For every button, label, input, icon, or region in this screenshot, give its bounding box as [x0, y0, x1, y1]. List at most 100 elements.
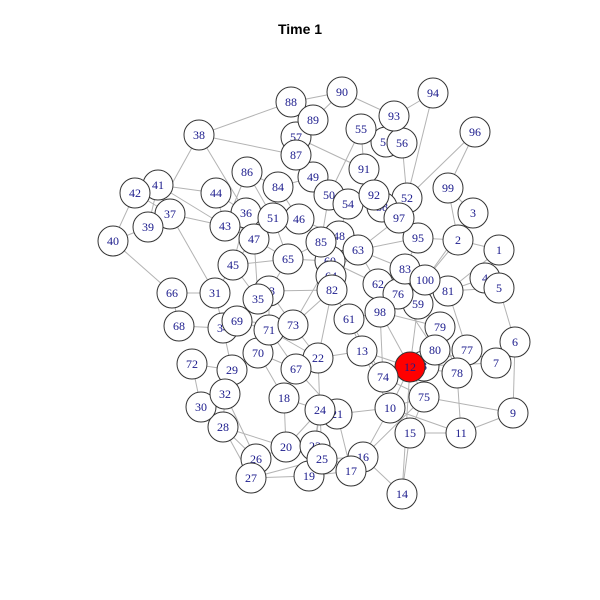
node-label: 11	[455, 426, 467, 440]
node-circle	[364, 296, 396, 328]
node-circle	[432, 172, 464, 204]
node-94: 94	[417, 77, 449, 109]
node-74: 74	[367, 361, 399, 393]
node-circle	[238, 223, 270, 255]
node-label: 78	[451, 366, 463, 380]
node-14: 14	[386, 478, 418, 510]
node-label: 100	[416, 273, 434, 287]
node-41: 41	[142, 169, 174, 201]
node-label: 17	[345, 464, 357, 478]
node-circle	[342, 234, 374, 266]
node-label: 76	[392, 287, 404, 301]
node-circle	[176, 348, 208, 380]
node-81: 81	[432, 275, 464, 307]
node-circle	[441, 357, 473, 389]
node-circle	[345, 113, 377, 145]
node-label: 35	[252, 292, 264, 306]
node-67: 67	[280, 353, 312, 385]
node-circle	[221, 305, 253, 337]
node-label: 3	[470, 206, 476, 220]
node-label: 80	[429, 343, 441, 357]
node-layer: 1234567891011121314151617181920212223242…	[97, 76, 531, 510]
node-circle	[242, 283, 274, 315]
node-label: 75	[418, 390, 430, 404]
edge-96-52	[406, 131, 476, 199]
node-label: 5	[496, 281, 502, 295]
node-circle	[358, 179, 390, 211]
node-label: 36	[240, 206, 252, 220]
node-label: 40	[107, 234, 119, 248]
node-label: 27	[245, 471, 257, 485]
node-85: 85	[305, 226, 337, 258]
node-10: 10	[374, 392, 406, 424]
node-99: 99	[432, 172, 464, 204]
node-label: 82	[326, 283, 338, 297]
node-label: 59	[412, 297, 424, 311]
node-circle	[209, 210, 241, 242]
node-circle	[280, 353, 312, 385]
node-label: 91	[358, 162, 370, 176]
node-label: 44	[210, 186, 222, 200]
node-12: 12	[394, 351, 426, 383]
node-label: 71	[263, 323, 275, 337]
node-80: 80	[419, 334, 451, 366]
node-circle	[163, 310, 195, 342]
node-label: 45	[227, 258, 239, 272]
node-96: 96	[459, 116, 491, 148]
node-11: 11	[445, 417, 477, 449]
node-circle	[304, 394, 336, 426]
node-91: 91	[348, 153, 380, 185]
node-label: 43	[219, 219, 231, 233]
node-label: 88	[285, 95, 297, 109]
node-circle	[419, 334, 451, 366]
node-circle	[297, 104, 329, 136]
node-label: 28	[217, 420, 229, 434]
node-1: 1	[483, 234, 515, 266]
node-circle	[459, 116, 491, 148]
node-label: 74	[377, 370, 389, 384]
node-82: 82	[316, 274, 348, 306]
node-93: 93	[378, 100, 410, 132]
node-circle	[305, 226, 337, 258]
node-84: 84	[262, 171, 294, 203]
node-circle	[335, 455, 367, 487]
node-label: 19	[303, 469, 315, 483]
node-circle	[209, 378, 241, 410]
node-25: 25	[306, 443, 338, 475]
node-92: 92	[358, 179, 390, 211]
node-18: 18	[268, 382, 300, 414]
node-circle	[119, 177, 151, 209]
node-circle	[156, 277, 188, 309]
node-98: 98	[364, 296, 396, 328]
node-circle	[231, 156, 263, 188]
node-circle	[277, 309, 309, 341]
node-circle	[316, 274, 348, 306]
node-37: 37	[154, 198, 186, 230]
node-label: 29	[226, 363, 238, 377]
node-circle	[480, 347, 512, 379]
node-label: 73	[287, 318, 299, 332]
node-65: 65	[272, 243, 304, 275]
node-label: 99	[442, 181, 454, 195]
node-label: 51	[267, 211, 279, 225]
node-86: 86	[231, 156, 263, 188]
node-5: 5	[483, 272, 515, 304]
node-circle	[262, 171, 294, 203]
node-27: 27	[235, 462, 267, 494]
node-label: 87	[290, 148, 302, 162]
node-label: 68	[173, 319, 185, 333]
node-circle	[408, 381, 440, 413]
node-label: 96	[469, 125, 481, 139]
node-circle	[499, 326, 531, 358]
node-label: 70	[252, 346, 264, 360]
node-circle	[272, 243, 304, 275]
node-circle	[374, 392, 406, 424]
node-100: 100	[409, 264, 441, 296]
node-35: 35	[242, 283, 274, 315]
node-label: 15	[404, 426, 416, 440]
node-circle	[497, 397, 529, 429]
node-label: 66	[166, 286, 178, 300]
edge-94-52	[406, 92, 434, 199]
node-2: 2	[442, 224, 474, 256]
